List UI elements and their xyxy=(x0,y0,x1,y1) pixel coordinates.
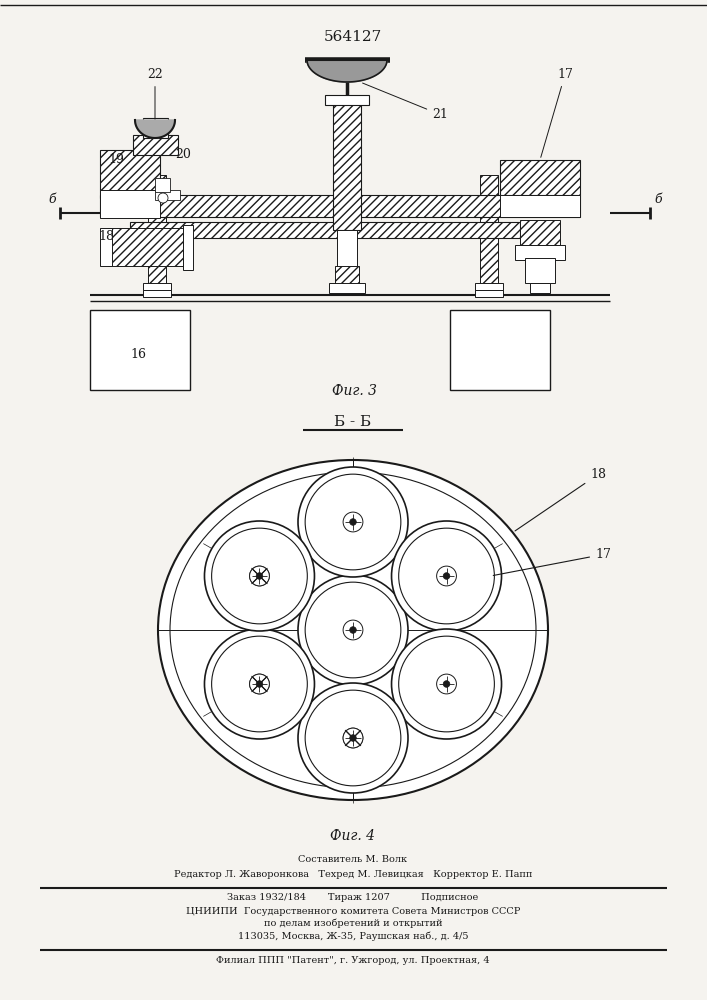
Bar xyxy=(515,245,565,260)
Circle shape xyxy=(305,690,401,786)
Bar xyxy=(500,160,580,195)
Bar xyxy=(325,95,369,105)
Circle shape xyxy=(343,512,363,532)
Circle shape xyxy=(250,566,269,586)
Text: б: б xyxy=(48,193,56,206)
Circle shape xyxy=(392,521,501,631)
Bar xyxy=(525,258,555,283)
Circle shape xyxy=(437,566,457,586)
Text: Фиг. 3: Фиг. 3 xyxy=(332,384,378,398)
Circle shape xyxy=(443,573,450,579)
Bar xyxy=(333,100,361,230)
Ellipse shape xyxy=(158,460,548,800)
Text: по делам изобретений и открытий: по делам изобретений и открытий xyxy=(264,918,443,928)
Bar xyxy=(450,310,550,390)
Circle shape xyxy=(256,573,263,579)
Bar xyxy=(130,222,520,238)
Text: Б - Б: Б - Б xyxy=(334,415,372,429)
Text: 17: 17 xyxy=(493,548,611,575)
Bar xyxy=(100,195,580,217)
Text: 113035, Москва, Ж-35, Раушская наб., д. 4/5: 113035, Москва, Ж-35, Раушская наб., д. … xyxy=(238,932,468,941)
Bar xyxy=(155,178,170,192)
Text: 18: 18 xyxy=(98,230,114,243)
Bar xyxy=(143,283,171,290)
Circle shape xyxy=(392,629,501,739)
Circle shape xyxy=(350,519,356,525)
Circle shape xyxy=(204,629,315,739)
Bar xyxy=(337,230,357,280)
Bar xyxy=(500,195,580,217)
Circle shape xyxy=(250,566,269,586)
Bar xyxy=(100,150,160,198)
Circle shape xyxy=(250,674,269,694)
Bar xyxy=(329,283,365,293)
Ellipse shape xyxy=(170,472,536,788)
Bar xyxy=(143,290,171,297)
Text: Заказ 1932/184       Тираж 1207          Подписное: Заказ 1932/184 Тираж 1207 Подписное xyxy=(228,893,479,902)
Polygon shape xyxy=(135,120,175,138)
Polygon shape xyxy=(307,60,387,82)
Text: 18: 18 xyxy=(515,468,606,531)
Text: Филиал ППП "Патент", г. Ужгород, ул. Проектная, 4: Филиал ППП "Патент", г. Ужгород, ул. Про… xyxy=(216,956,490,965)
Text: 17: 17 xyxy=(541,68,573,157)
Circle shape xyxy=(350,735,356,741)
Bar xyxy=(332,60,362,78)
Circle shape xyxy=(158,193,168,203)
Circle shape xyxy=(250,674,269,694)
Bar xyxy=(480,175,498,295)
Text: 21: 21 xyxy=(363,83,448,121)
Bar xyxy=(143,118,168,138)
Bar xyxy=(183,225,193,270)
Circle shape xyxy=(443,681,450,687)
Bar xyxy=(335,266,359,286)
Circle shape xyxy=(350,627,356,633)
Circle shape xyxy=(204,521,315,631)
Text: Редактор Л. Жаворонкова   Техред М. Левицкая   Корректор Е. Папп: Редактор Л. Жаворонкова Техред М. Левицк… xyxy=(174,870,532,879)
Text: 564127: 564127 xyxy=(324,30,382,44)
Bar xyxy=(530,283,550,293)
Bar xyxy=(90,310,190,390)
Bar xyxy=(475,283,503,290)
Circle shape xyxy=(305,474,401,570)
Circle shape xyxy=(211,636,308,732)
Text: Составитель М. Волк: Составитель М. Волк xyxy=(298,855,407,864)
Bar xyxy=(108,228,183,266)
Text: 19: 19 xyxy=(108,153,124,166)
Circle shape xyxy=(298,467,408,577)
Text: ЦНИИПИ  Государственного комитета Совета Министров СССР: ЦНИИПИ Государственного комитета Совета … xyxy=(186,907,520,916)
Text: 20: 20 xyxy=(175,148,191,161)
Bar xyxy=(100,190,160,218)
Bar xyxy=(100,228,112,266)
Bar xyxy=(133,135,178,155)
Circle shape xyxy=(256,681,263,687)
Circle shape xyxy=(298,683,408,793)
Circle shape xyxy=(343,620,363,640)
Text: 22: 22 xyxy=(147,68,163,127)
Text: Фиг. 4: Фиг. 4 xyxy=(330,829,375,843)
Text: 16: 16 xyxy=(130,348,146,361)
Circle shape xyxy=(343,728,363,748)
Bar xyxy=(155,190,180,200)
Text: б: б xyxy=(654,193,662,206)
Circle shape xyxy=(399,636,494,732)
Bar xyxy=(520,220,560,245)
Circle shape xyxy=(437,674,457,694)
Circle shape xyxy=(298,575,408,685)
Circle shape xyxy=(343,728,363,748)
Bar xyxy=(148,175,166,295)
Bar xyxy=(475,290,503,297)
Circle shape xyxy=(305,582,401,678)
Circle shape xyxy=(211,528,308,624)
Circle shape xyxy=(399,528,494,624)
